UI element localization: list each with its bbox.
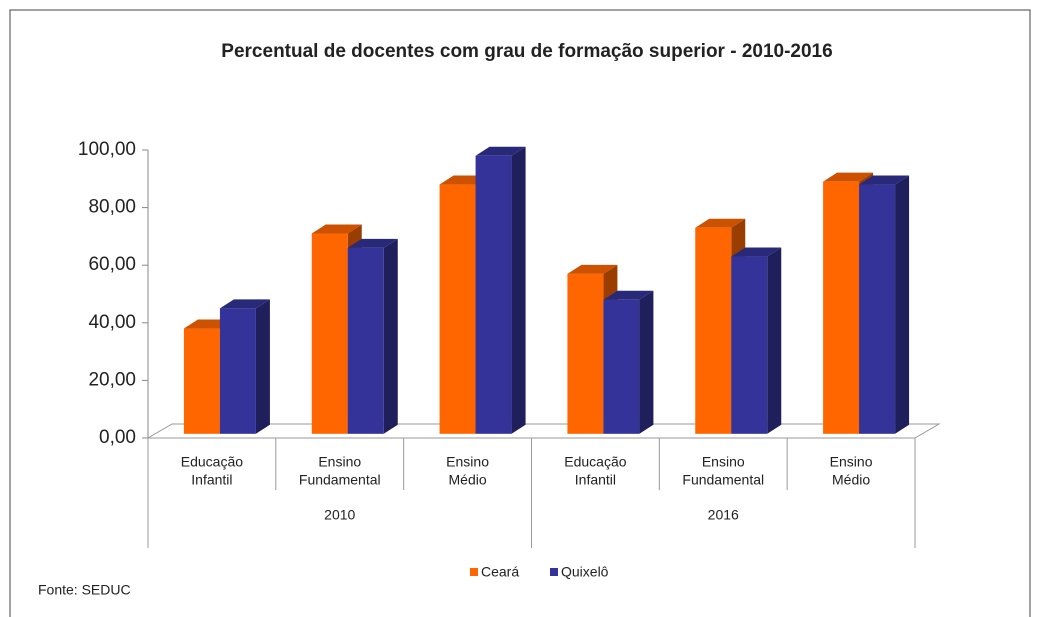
x-tick-label: Infantil <box>191 472 232 488</box>
bar-top <box>219 299 270 309</box>
bar-top <box>731 247 782 257</box>
bar-top <box>603 290 654 300</box>
bar <box>695 227 732 434</box>
bar <box>347 247 384 434</box>
bar-side <box>767 247 782 434</box>
bar-top <box>567 264 618 274</box>
y-tick-label: 20,00 <box>88 369 136 390</box>
x-tick-label: Ensino <box>318 454 361 470</box>
source: Fonte: SEDUC <box>38 582 131 598</box>
x-tick-label: Ensino <box>446 454 489 470</box>
bar <box>823 181 860 434</box>
bar <box>475 155 512 434</box>
bar-top <box>859 175 910 185</box>
bar-side <box>511 146 526 434</box>
group-label: 2016 <box>708 507 739 523</box>
legend-swatch <box>550 568 558 576</box>
bar <box>731 256 768 434</box>
x-tick-label: Médio <box>832 472 870 488</box>
bar-side <box>383 238 398 434</box>
bar-side <box>639 290 654 434</box>
x-tick-label: Fundamental <box>682 472 764 488</box>
bar <box>439 184 476 434</box>
bar-top <box>695 218 746 228</box>
y-tick-label: 80,00 <box>88 197 136 218</box>
y-tick-label: 60,00 <box>88 254 136 275</box>
x-tick-label: Ensino <box>830 454 873 470</box>
frame <box>9 9 1031 617</box>
bar <box>183 328 220 434</box>
x-tick-label: Infantil <box>575 472 616 488</box>
y-tick-label: 100,00 <box>78 139 136 160</box>
legend-label: Quixelô <box>561 564 609 580</box>
legend-swatch <box>470 568 478 576</box>
bar <box>567 273 604 434</box>
bar-top <box>475 146 526 156</box>
x-tick-label: Educação <box>564 454 626 470</box>
bar-side <box>895 175 910 434</box>
x-tick-label: Ensino <box>702 454 745 470</box>
group-label: 2010 <box>324 507 355 523</box>
bar <box>311 233 348 434</box>
chart-title: Percentual de docentes com grau de forma… <box>221 41 832 62</box>
legend-label: Ceará <box>481 564 519 580</box>
bar-side <box>255 299 270 434</box>
bar-top <box>823 172 874 182</box>
y-tick-label: 40,00 <box>88 312 136 333</box>
bar-top <box>311 224 362 234</box>
x-tick-label: Fundamental <box>299 472 381 488</box>
x-tick-label: Médio <box>449 472 487 488</box>
bar <box>219 308 256 434</box>
y-tick-label: 0,00 <box>99 427 136 448</box>
bar <box>603 299 640 434</box>
bar <box>859 184 896 434</box>
bar-top <box>347 238 398 248</box>
x-tick-label: Educação <box>181 454 243 470</box>
